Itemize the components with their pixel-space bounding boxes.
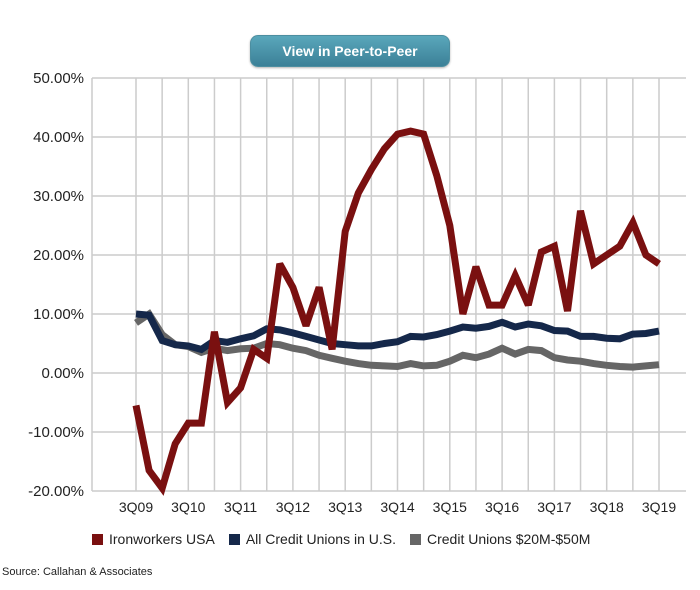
series-line-ironworkers [132,127,661,496]
x-tick-label: 3Q10 [171,499,205,515]
x-tick-label: 3Q18 [590,499,624,515]
series-line-all-credit-unions [135,310,660,354]
legend-label-cu-20m-50m: Credit Unions $20M-$50M [426,531,591,547]
legend-item-all-credit-unions: All Credit Unions in U.S. [228,531,396,547]
legend-label-all-credit-unions: All Credit Unions in U.S. [245,531,396,547]
x-tick-label: 3Q12 [276,499,310,515]
view-in-peer-to-peer-label: View in Peer-to-Peer [282,43,418,59]
y-tick-label: 10.00% [33,306,84,323]
y-tick-label: 30.00% [33,188,84,205]
y-tick-label: -20.00% [28,483,84,500]
legend-swatch-ironworkers [92,533,103,545]
x-tick-label: 3Q14 [380,499,414,515]
y-tick-label: 0.00% [41,365,84,382]
y-tick-label: -10.00% [28,424,84,441]
y-tick-label: 40.00% [33,129,84,146]
x-tick-label: 3Q19 [642,499,676,515]
legend-item-cu-20m-50m: Credit Unions $20M-$50M [409,531,591,547]
line-chart: 50.00% 40.00% 30.00% 20.00% 10.00% 0.00% -10.0… [28,70,686,515]
y-tick-label: 20.00% [33,247,84,264]
legend-label-ironworkers: Ironworkers USA [109,531,215,547]
y-tick-label: 50.00% [33,70,84,87]
x-tick-label: 3Q11 [224,499,257,515]
view-in-peer-to-peer-button[interactable]: View in Peer-to-Peer [250,35,450,67]
x-tick-label: 3Q15 [433,499,467,515]
x-tick-label: 3Q09 [119,499,153,515]
chart-legend: Ironworkers USA All Credit Unions in U.S… [92,531,590,547]
x-tick-label: 3Q17 [537,499,571,515]
source-note: Source: Callahan & Associates [2,566,153,578]
legend-swatch-cu-20m-50m [409,533,421,545]
legend-item-ironworkers: Ironworkers USA [92,531,215,547]
x-tick-label: 3Q16 [485,499,519,515]
series-line-cu-20m-50m [134,309,660,371]
legend-swatch-all-credit-unions [228,533,240,545]
x-tick-label: 3Q13 [328,499,362,515]
